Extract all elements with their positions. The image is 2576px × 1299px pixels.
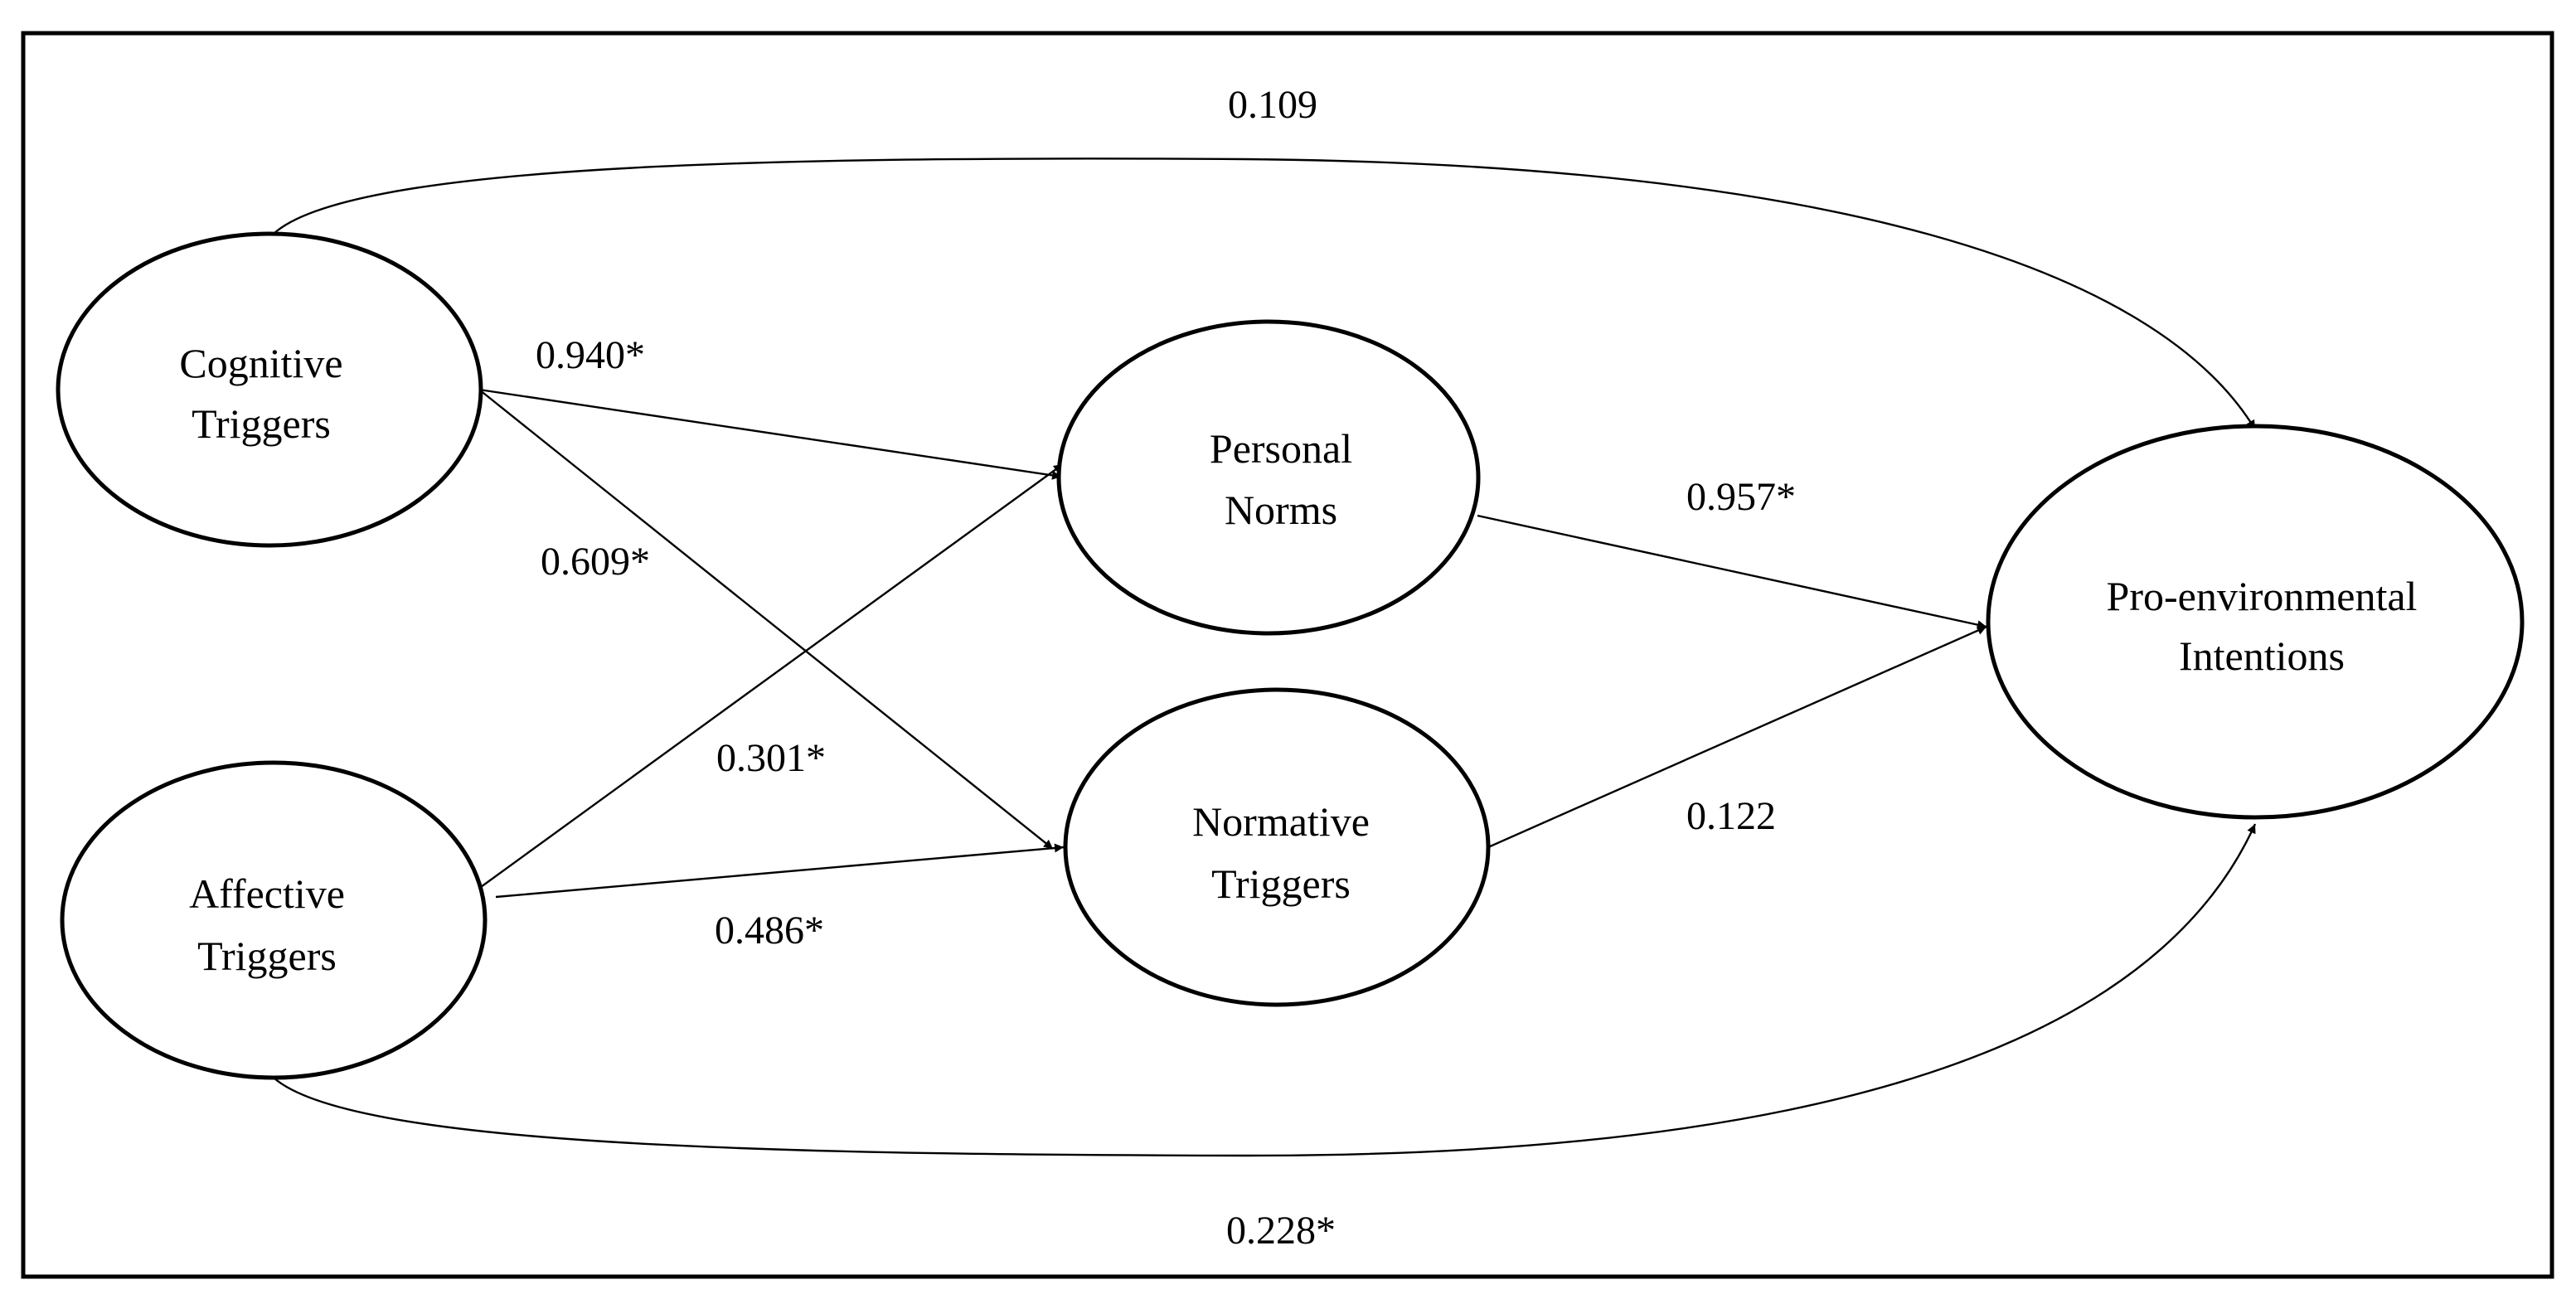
node-label-line-1: Normative: [1192, 798, 1370, 845]
coefficient-personal-pro: 0.957*: [1686, 475, 1796, 519]
edge-cognitive-to-pro-environmental: [273, 158, 2257, 430]
coefficient-affective-personal: 0.301*: [716, 736, 826, 780]
diagram-frame: [21, 31, 2554, 1279]
coefficient-normative-pro: 0.122: [1686, 794, 1776, 838]
edge-affective-to-personal-norms: [480, 463, 1064, 888]
node-label-line-1: Affective: [189, 870, 345, 917]
node-pro-environmental-intentions: Pro-environmental Intentions: [1986, 424, 2525, 820]
edge-normative-triggers-to-pro-environmental: [1487, 625, 1987, 849]
edge-personal-norms-to-pro-environmental: [1477, 514, 1987, 630]
coefficient-affective-normative: 0.486*: [715, 909, 824, 952]
edge-affective-to-normative-triggers: [495, 843, 1065, 899]
node-label-line-2: Intentions: [2179, 633, 2345, 679]
node-label-line-1: Pro-environmental: [2107, 573, 2418, 619]
node-label-line-1: Personal: [1210, 425, 1352, 472]
node-label-line-2: Norms: [1225, 487, 1337, 533]
coefficient-cognitive-pro: 0.109: [1228, 83, 1317, 127]
node-normative-triggers: Normative Triggers: [1063, 687, 1491, 1007]
coefficient-affective-pro: 0.228*: [1226, 1209, 1336, 1253]
edge-affective-to-pro-environmental: [273, 823, 2257, 1157]
coefficient-cognitive-normative: 0.609*: [541, 540, 650, 584]
node-label-line-2: Triggers: [1211, 860, 1351, 907]
edge-cognitive-to-normative-triggers: [478, 389, 1054, 850]
node-personal-norms: Personal Norms: [1056, 319, 1481, 636]
node-cognitive-triggers: Cognitive Triggers: [56, 231, 483, 548]
node-label-line-1: Cognitive: [179, 340, 342, 386]
node-label-line-2: Triggers: [197, 933, 337, 979]
coefficient-cognitive-personal: 0.940*: [536, 333, 645, 377]
edge-cognitive-to-personal-norms: [478, 388, 1062, 480]
node-label-line-2: Triggers: [192, 400, 331, 447]
node-affective-triggers: Affective Triggers: [60, 760, 488, 1080]
